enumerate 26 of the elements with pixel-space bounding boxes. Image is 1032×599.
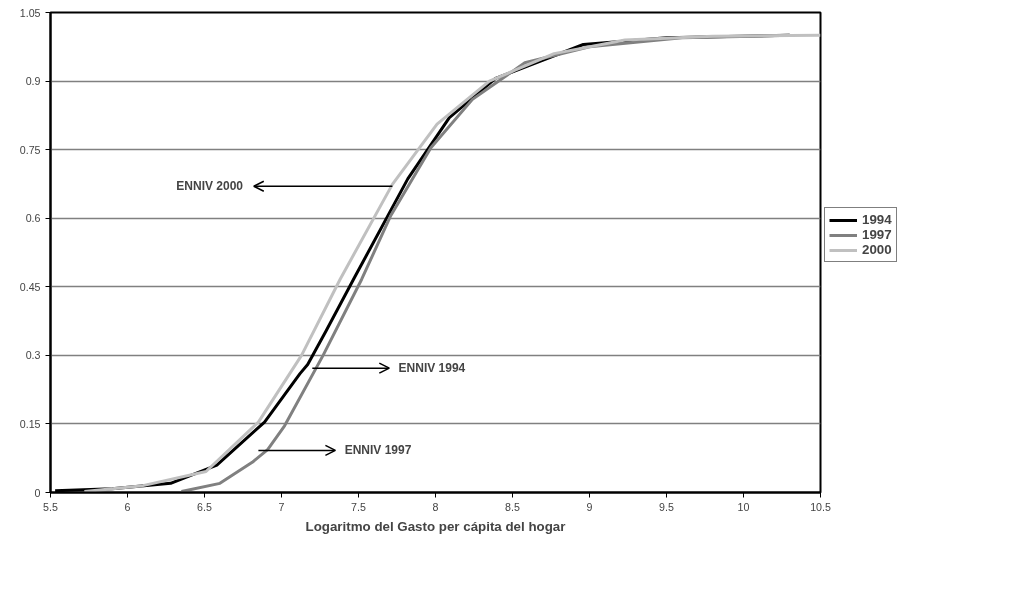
annotation: ENNIV 2000 [176,179,244,194]
annotation: ENNIV 1997 [344,443,412,458]
x-axis-title: Logaritmo del Gasto per cápita del hogar [305,518,566,534]
legend-label: 1994 [862,212,892,227]
x-tick-label: 9.5 [659,500,674,513]
legend-label: 2000 [862,242,892,257]
x-tick-label: 6 [124,500,131,513]
x-tick-label: 10.5 [810,500,831,513]
legend-label: 1997 [862,227,892,242]
y-tick-label: 0 [34,486,41,499]
annotation: ENNIV 1994 [398,361,466,376]
x-tick-label: 10 [737,500,750,513]
y-tick-label: 0.6 [25,212,41,225]
x-tick-label: 6.5 [197,500,212,513]
y-tick-label: 1.05 [19,6,41,19]
x-tick-label: 5.5 [43,500,58,513]
x-tick-label: 9 [586,500,593,513]
x-tick-label: 8.5 [505,500,520,513]
y-tick-label: 0.3 [25,349,41,362]
x-tick-label: 7.5 [351,500,366,513]
y-tick-label: 0.9 [25,75,41,88]
y-tick-label: 0.45 [19,280,41,293]
x-tick-label: 8 [432,500,439,513]
y-tick-label: 0.15 [19,417,41,430]
x-tick-label: 7 [278,500,285,513]
y-tick-label: 0.75 [19,143,41,156]
